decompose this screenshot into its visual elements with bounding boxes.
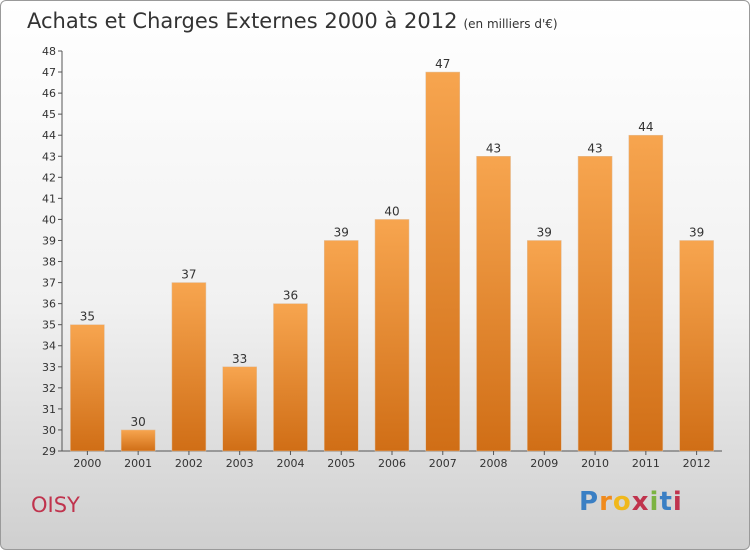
data-label: 35 (80, 310, 95, 324)
data-label: 40 (384, 204, 399, 218)
y-tick-label: 39 (42, 234, 56, 247)
bar (70, 324, 105, 452)
bar (273, 303, 308, 452)
y-tick-label: 37 (42, 277, 56, 290)
y-tick-label: 30 (42, 424, 56, 437)
x-tick-label: 2010 (581, 457, 609, 470)
data-label: 43 (587, 141, 602, 155)
y-tick-label: 36 (42, 298, 56, 311)
bar (222, 366, 257, 452)
x-tick-label: 2011 (632, 457, 660, 470)
y-tick-label: 47 (42, 66, 56, 79)
data-label: 39 (537, 225, 552, 239)
y-tick-label: 40 (42, 213, 56, 226)
y-tick-label: 35 (42, 319, 56, 332)
city-name: OISY (31, 493, 80, 517)
y-tick-label: 43 (42, 150, 56, 163)
data-label: 30 (131, 415, 146, 429)
y-tick-label: 46 (42, 87, 56, 100)
y-tick-label: 44 (42, 129, 56, 142)
x-tick-label: 2002 (175, 457, 203, 470)
proxiti-logo: Proxiti (579, 487, 683, 517)
chart-unit: (en milliers d'€) (463, 17, 558, 31)
data-label: 33 (232, 352, 247, 366)
data-label: 39 (689, 225, 704, 239)
bar (527, 240, 562, 452)
bar (679, 240, 714, 452)
data-label: 36 (283, 289, 298, 303)
x-tick-label: 2012 (683, 457, 711, 470)
x-tick-label: 2009 (530, 457, 558, 470)
bar (628, 134, 664, 452)
y-tick-label: 31 (42, 403, 56, 416)
y-tick-label: 33 (42, 361, 56, 374)
data-label: 43 (486, 141, 501, 155)
x-tick-label: 2000 (73, 457, 101, 470)
x-tick-label: 2008 (480, 457, 508, 470)
chart-title-text: Achats et Charges Externes 2000 à 2012 (27, 9, 458, 33)
x-tick-label: 2006 (378, 457, 406, 470)
y-tick-label: 32 (42, 382, 56, 395)
bar (476, 156, 511, 452)
x-tick-label: 2003 (226, 457, 254, 470)
x-tick-label: 2001 (124, 457, 152, 470)
y-tick-label: 48 (42, 45, 56, 58)
bar (323, 240, 359, 452)
bar (374, 219, 410, 452)
bar (577, 156, 613, 452)
y-tick-label: 38 (42, 256, 56, 269)
data-label: 44 (638, 120, 653, 134)
y-tick-label: 29 (42, 445, 56, 458)
y-tick-label: 41 (42, 192, 56, 205)
y-tick-label: 45 (42, 108, 56, 121)
x-tick-label: 2007 (429, 457, 457, 470)
bar (120, 429, 156, 452)
y-tick-label: 34 (42, 340, 56, 353)
bar (425, 71, 461, 452)
data-label: 47 (435, 57, 450, 71)
x-tick-label: 2004 (276, 457, 304, 470)
x-tick-label: 2005 (327, 457, 355, 470)
chart-title: Achats et Charges Externes 2000 à 2012 (e… (27, 9, 558, 33)
y-tick-label: 42 (42, 171, 56, 184)
bar (171, 282, 207, 452)
data-label: 39 (334, 225, 349, 239)
data-label: 37 (181, 268, 196, 282)
